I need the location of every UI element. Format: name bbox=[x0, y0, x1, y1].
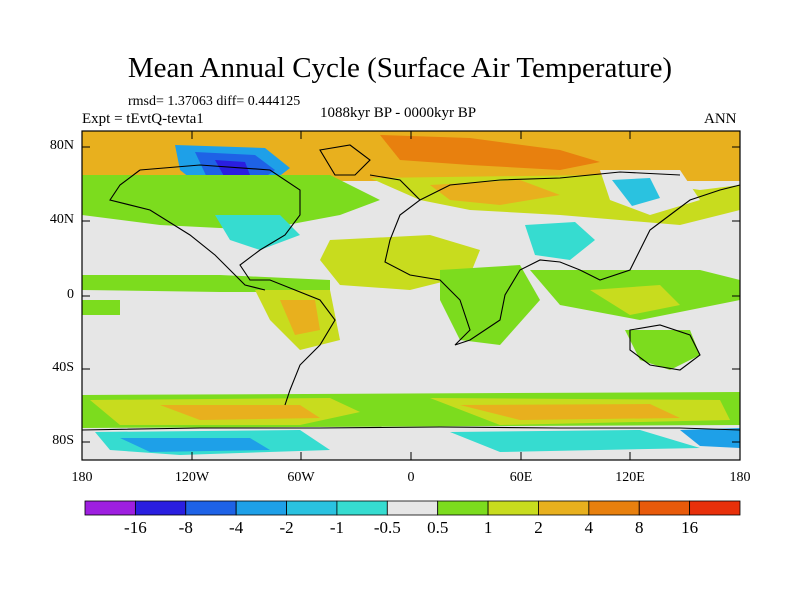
axis-ticks bbox=[82, 131, 740, 460]
colorbar-label: 8 bbox=[634, 518, 644, 537]
colorbar bbox=[84, 500, 741, 516]
colorbar-swatch bbox=[689, 500, 741, 516]
antarctica-cool-east bbox=[450, 430, 700, 452]
colorbar-label: -1 bbox=[329, 518, 344, 537]
x-label-120w: 120W bbox=[174, 470, 210, 485]
x-label-0: 0 bbox=[407, 470, 415, 485]
period-label: 1088kyr BP - 0000kyr BP bbox=[320, 105, 477, 121]
x-label-120e: 120E bbox=[615, 470, 645, 485]
canada-cool-center bbox=[215, 160, 250, 178]
colorbar-swatch bbox=[538, 500, 590, 516]
colorbar-swatch bbox=[487, 500, 539, 516]
x-label-180-west: 180 bbox=[71, 470, 93, 485]
southern-ocean-warm-core-east bbox=[460, 404, 680, 420]
east-siberia-cool bbox=[612, 178, 660, 206]
amazon-warm bbox=[280, 300, 320, 335]
colorbar-label: -0.5 bbox=[373, 518, 401, 537]
x-label-180-east: 180 bbox=[729, 470, 751, 485]
colorbar-label: -2 bbox=[279, 518, 294, 537]
colorbar-label: 4 bbox=[584, 518, 594, 537]
colorbar-swatch bbox=[185, 500, 237, 516]
colorbar-swatch bbox=[386, 500, 439, 516]
arctic-ocean-warm-patch bbox=[380, 135, 600, 170]
y-label-80n: 80N bbox=[49, 138, 74, 153]
colorbar-label: -16 bbox=[124, 518, 147, 537]
southern-ocean-warm-core bbox=[160, 405, 320, 420]
africa-warm bbox=[440, 265, 540, 345]
colorbar-swatch bbox=[134, 500, 187, 516]
season-label: ANN bbox=[704, 111, 737, 127]
stats-label: rmsd= 1.37063 diff= 0.444125 bbox=[128, 94, 301, 109]
colorbar-label: 2 bbox=[534, 518, 543, 537]
experiment-label: Expt = tEvtQ-tevta1 bbox=[82, 111, 204, 127]
colorbar-label: 0.5 bbox=[427, 518, 449, 537]
west-pacific-warm bbox=[82, 300, 120, 315]
y-label-80s: 80S bbox=[52, 433, 74, 448]
colorbar-label: 16 bbox=[681, 518, 699, 537]
y-label-0: 0 bbox=[67, 287, 74, 302]
y-label-40s: 40S bbox=[52, 360, 74, 375]
colorbar-swatch bbox=[235, 500, 287, 516]
north-america-cool bbox=[215, 215, 300, 250]
colorbar-swatch bbox=[437, 500, 489, 516]
map-field bbox=[82, 131, 740, 460]
colorbar-label: -8 bbox=[178, 518, 193, 537]
north-pacific-warm bbox=[82, 175, 380, 230]
americas-coast bbox=[139, 164, 336, 406]
colorbar-swatch bbox=[638, 500, 691, 516]
colorbar-swatch bbox=[336, 500, 388, 516]
y-label-40n: 40N bbox=[49, 212, 74, 227]
colorbar-swatch bbox=[84, 500, 136, 516]
chart-title: Mean Annual Cycle (Surface Air Temperatu… bbox=[127, 52, 673, 84]
colorbar-label: 1 bbox=[483, 518, 493, 537]
tropical-pacific-warm bbox=[82, 275, 330, 292]
maritime-continent-warm bbox=[590, 285, 680, 315]
antarctica-cool-west-core bbox=[120, 438, 270, 452]
colorbar-swatch bbox=[286, 500, 338, 516]
australia-coast bbox=[629, 324, 701, 371]
x-label-60w: 60W bbox=[287, 470, 315, 485]
antarctica-coast bbox=[81, 426, 741, 431]
siberia-warm-patch bbox=[430, 180, 560, 205]
greenland-coast bbox=[319, 144, 371, 176]
central-asia-cool bbox=[525, 222, 595, 260]
x-label-60e: 60E bbox=[509, 470, 533, 485]
americas-west-coast bbox=[109, 169, 266, 291]
colorbar-swatch bbox=[588, 500, 640, 516]
antarctica-cool-far-east bbox=[680, 428, 740, 448]
eurasia-north-coast bbox=[419, 171, 681, 201]
coastlines bbox=[81, 144, 741, 431]
old-world-coast bbox=[369, 174, 741, 346]
colorbar-label: -4 bbox=[229, 518, 244, 537]
